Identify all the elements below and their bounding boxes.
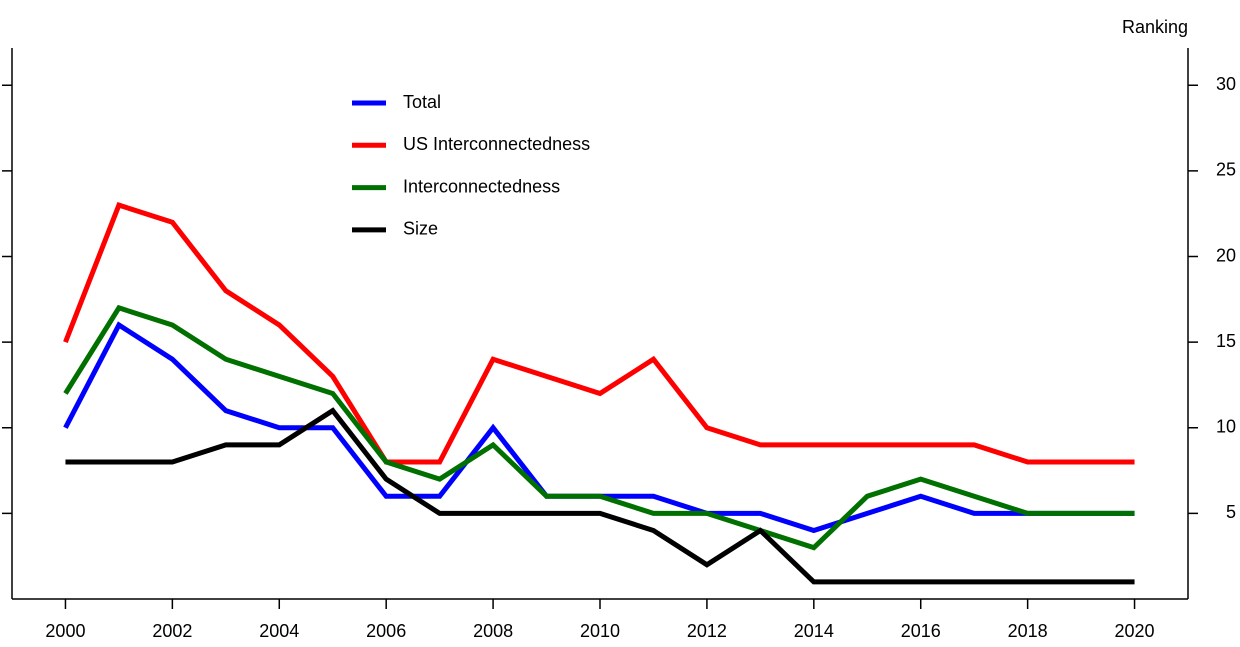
legend-label: Interconnectedness [403, 176, 560, 196]
series-line [65, 407, 1135, 585]
y-tick-label: 10 [1216, 417, 1236, 437]
y-tick-label: 15 [1216, 331, 1236, 351]
x-tick-label: 2010 [580, 621, 620, 641]
x-tick-label: 2012 [687, 621, 727, 641]
x-tick-label: 2018 [1008, 621, 1048, 641]
x-tick-label: 2016 [901, 621, 941, 641]
legend-label: Total [403, 92, 441, 112]
y-axis-label: Ranking [1122, 17, 1188, 37]
x-tick-label: 2006 [366, 621, 406, 641]
legend-label: Size [403, 219, 438, 239]
x-tick-label: 2020 [1115, 621, 1155, 641]
y-tick-label: 25 [1216, 160, 1236, 180]
series-line [63, 321, 1135, 534]
y-tick-label: 30 [1216, 74, 1236, 94]
series-line [63, 304, 1135, 551]
x-tick-label: 2002 [152, 621, 192, 641]
series-line [63, 202, 1135, 465]
x-tick-label: 2014 [794, 621, 834, 641]
legend-label: US Interconnectedness [403, 134, 590, 154]
y-tick-label: 5 [1226, 502, 1236, 522]
x-tick-label: 2004 [259, 621, 299, 641]
x-tick-label: 2008 [473, 621, 513, 641]
y-tick-label: 20 [1216, 245, 1236, 265]
x-tick-label: 2000 [45, 621, 85, 641]
